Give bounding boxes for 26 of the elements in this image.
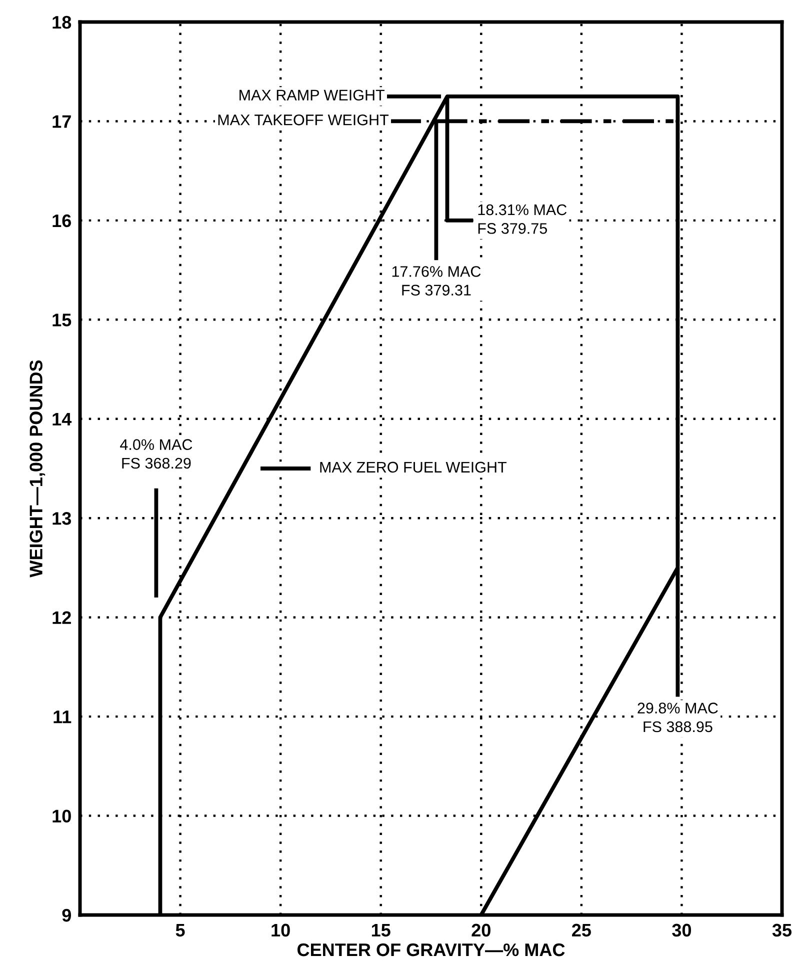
x-tick-label: 5 — [176, 924, 185, 937]
x-tick-label: 25 — [572, 924, 591, 937]
annotation: MAX TAKEOFF WEIGHT — [218, 114, 389, 126]
y-tick-label: 17 — [52, 115, 71, 128]
y-tick-label: 12 — [52, 611, 71, 624]
annotation: 17.76% MAC FS 379.31 — [392, 266, 481, 296]
y-tick-label: 15 — [52, 314, 72, 326]
annotation: 29.8% MAC FS 388.95 — [638, 702, 718, 732]
y-axis-title: WEIGHT—1,000 POUNDS — [30, 360, 46, 578]
y-tick-label: 11 — [54, 710, 72, 724]
annotation: 4.0% MAC FS 368.29 — [120, 439, 192, 469]
y-tick-label: 16 — [52, 214, 72, 228]
y-tick-label: 18 — [52, 16, 72, 29]
x-axis-title: CENTER OF GRAVITY—% MAC — [297, 943, 565, 956]
x-tick-label: 30 — [672, 924, 692, 937]
y-tick-label: 9 — [62, 908, 71, 922]
x-tick-label: 35 — [772, 924, 792, 937]
x-tick-label: 20 — [472, 924, 490, 937]
y-tick-label: 14 — [52, 413, 72, 426]
annotation: MAX ZERO FUEL WEIGHT — [320, 462, 507, 473]
annotation: 18.31% MAC FS 379.75 — [478, 204, 567, 234]
annotation: MAX RAMP WEIGHT — [240, 90, 385, 101]
y-tick-label: 10 — [52, 810, 71, 822]
x-tick-label: 10 — [272, 924, 290, 937]
y-tick-label: 13 — [52, 512, 72, 525]
x-tick-label: 15 — [372, 924, 390, 937]
